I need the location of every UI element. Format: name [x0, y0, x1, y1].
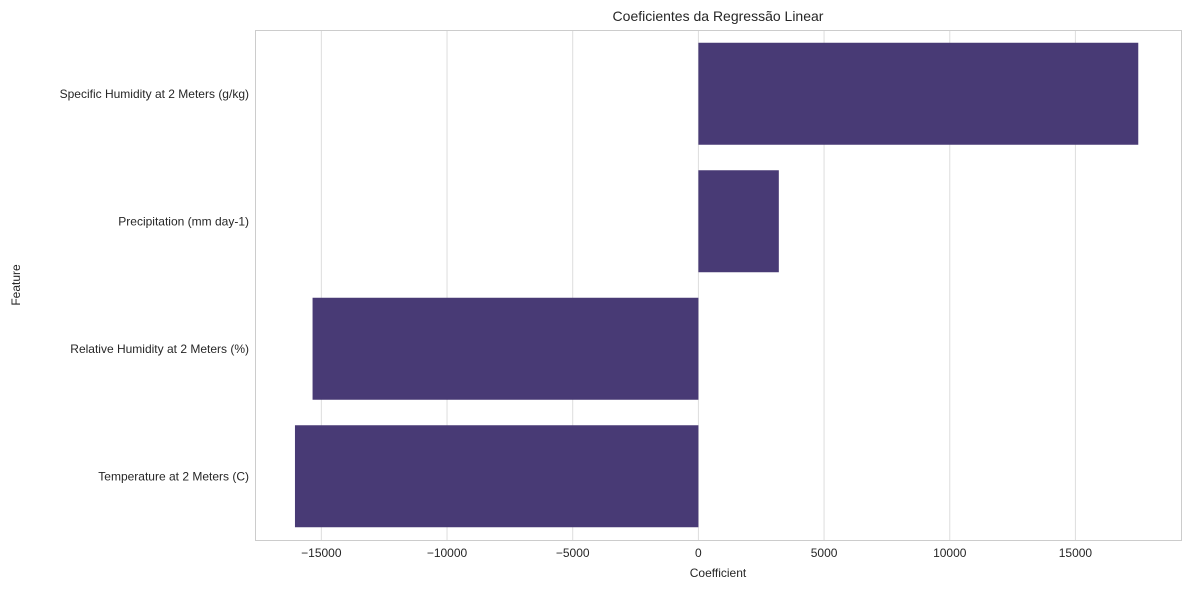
chart-title: Coeficientes da Regressão Linear [613, 8, 824, 24]
x-axis-ticks: −15000 −10000 −5000 0 5000 10000 15000 [301, 546, 1092, 560]
x-tick-label: −10000 [427, 546, 468, 560]
y-category-label: Temperature at 2 Meters (C) [98, 469, 249, 483]
bar [294, 425, 699, 528]
y-category-label: Specific Humidity at 2 Meters (g/kg) [60, 87, 249, 101]
bar [698, 42, 1139, 145]
bars [294, 42, 1139, 528]
x-tick-label: −15000 [301, 546, 342, 560]
plot-area-frame [255, 30, 1182, 541]
bar [698, 170, 779, 273]
y-axis-category-labels: Specific Humidity at 2 Meters (g/kg) Prec… [60, 87, 249, 484]
bar [312, 297, 699, 400]
y-category-label: Relative Humidity at 2 Meters (%) [70, 342, 249, 356]
y-category-label: Precipitation (mm day-1) [118, 214, 249, 228]
x-tick-label: 15000 [1059, 546, 1093, 560]
x-tick-label: 5000 [811, 546, 838, 560]
x-tick-label: 10000 [933, 546, 967, 560]
y-axis-label: Feature [9, 264, 23, 306]
x-tick-label: −5000 [556, 546, 590, 560]
x-tick-label: 0 [695, 546, 702, 560]
x-axis-label: Coefficient [690, 566, 747, 580]
